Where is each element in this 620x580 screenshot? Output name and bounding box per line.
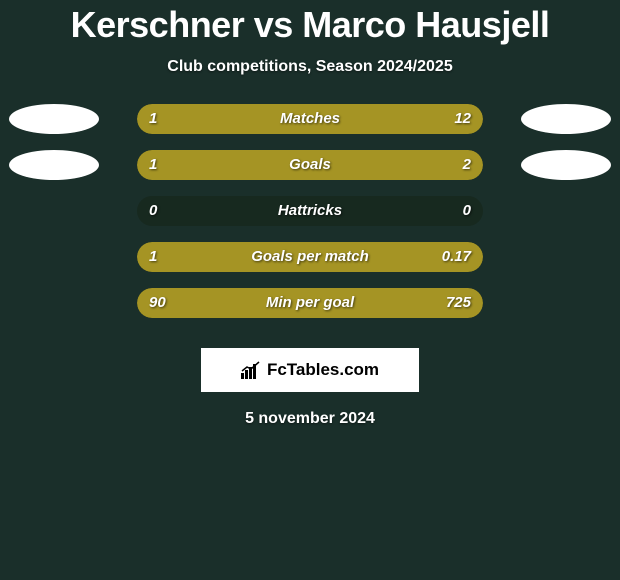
player-right-avatar bbox=[521, 104, 611, 134]
chart-icon bbox=[241, 361, 263, 379]
stat-bar: 00Hattricks bbox=[137, 196, 483, 226]
avatar-spacer bbox=[9, 288, 99, 318]
stat-row: 10.17Goals per match bbox=[9, 242, 611, 272]
player-left-avatar bbox=[9, 150, 99, 180]
stat-bar: 112Matches bbox=[137, 104, 483, 134]
stat-row: 12Goals bbox=[9, 150, 611, 180]
player-right-avatar bbox=[521, 150, 611, 180]
stat-label: Goals per match bbox=[137, 242, 483, 272]
page-title: Kerschner vs Marco Hausjell bbox=[71, 4, 550, 46]
stat-bar: 12Goals bbox=[137, 150, 483, 180]
avatar-spacer bbox=[521, 196, 611, 226]
brand-badge[interactable]: FcTables.com bbox=[201, 348, 419, 392]
stat-row: 00Hattricks bbox=[9, 196, 611, 226]
comparison-widget: Kerschner vs Marco Hausjell Club competi… bbox=[0, 0, 620, 580]
subtitle: Club competitions, Season 2024/2025 bbox=[167, 58, 452, 76]
stat-row: 90725Min per goal bbox=[9, 288, 611, 318]
stats-list: 112Matches 12Goals 00Hattricks 10.17Goals p… bbox=[9, 104, 611, 334]
date-label: 5 november 2024 bbox=[245, 410, 375, 428]
stat-bar: 10.17Goals per match bbox=[137, 242, 483, 272]
player-left-avatar bbox=[9, 104, 99, 134]
avatar-spacer bbox=[521, 242, 611, 272]
stat-row: 112Matches bbox=[9, 104, 611, 134]
stat-label: Hattricks bbox=[137, 196, 483, 226]
stat-bar: 90725Min per goal bbox=[137, 288, 483, 318]
stat-label: Matches bbox=[137, 104, 483, 134]
avatar-spacer bbox=[9, 196, 99, 226]
stat-label: Min per goal bbox=[137, 288, 483, 318]
brand-text: FcTables.com bbox=[267, 360, 379, 380]
avatar-spacer bbox=[521, 288, 611, 318]
stat-label: Goals bbox=[137, 150, 483, 180]
avatar-spacer bbox=[9, 242, 99, 272]
